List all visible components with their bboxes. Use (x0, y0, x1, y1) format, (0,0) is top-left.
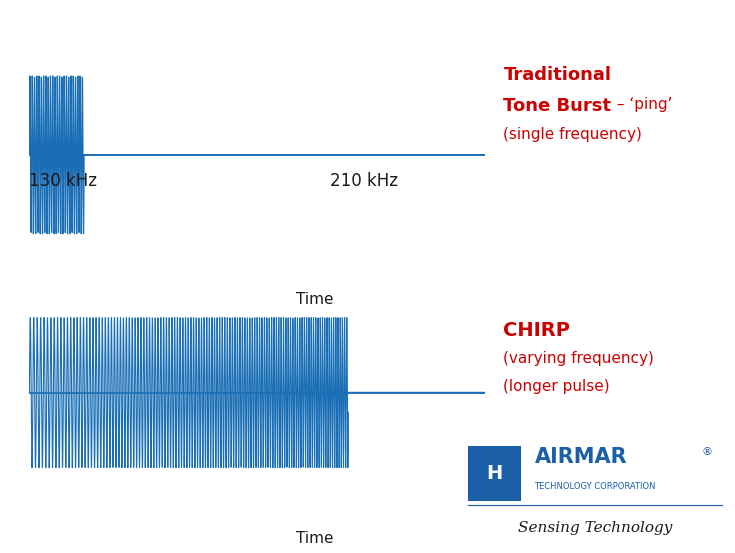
Text: Time: Time (296, 292, 334, 307)
Text: 130 kHz: 130 kHz (29, 172, 98, 190)
Text: Tone Burst: Tone Burst (503, 97, 612, 115)
Text: (longer pulse): (longer pulse) (503, 379, 610, 394)
Text: H: H (487, 464, 503, 483)
FancyBboxPatch shape (468, 446, 521, 501)
Text: Traditional: Traditional (503, 66, 612, 85)
Text: Sensing Technology: Sensing Technology (518, 520, 673, 535)
Text: 210 kHz: 210 kHz (330, 172, 398, 190)
Text: (single frequency): (single frequency) (503, 127, 642, 142)
Text: CHIRP: CHIRP (503, 321, 570, 340)
Text: Time: Time (296, 531, 334, 546)
Text: TECHNOLOGY CORPORATION: TECHNOLOGY CORPORATION (534, 482, 656, 491)
Text: (varying frequency): (varying frequency) (503, 351, 654, 366)
Text: ®: ® (701, 447, 712, 457)
Text: AIRMAR: AIRMAR (534, 447, 627, 467)
Text: – ‘ping’: – ‘ping’ (612, 97, 673, 112)
